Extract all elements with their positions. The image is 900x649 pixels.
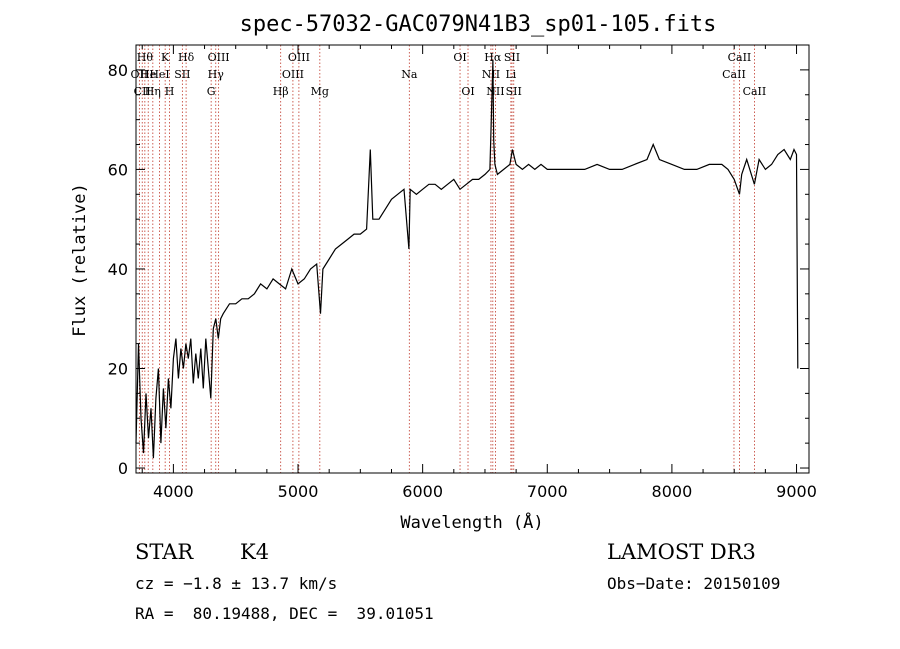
- marker-label-10: G: [207, 85, 216, 98]
- redshift-text: cz = −1.8 ± 13.7 km/s: [135, 574, 338, 593]
- marker-label-16: Mg: [311, 85, 329, 98]
- marker-label-17: Na: [401, 68, 418, 81]
- marker-label-5: HeI: [149, 68, 169, 81]
- axis-ticks: 4000 5000 6000 7000 8000 9000 0 20 40 60 80: [108, 45, 817, 501]
- plot-frame: [135, 44, 810, 474]
- x-tick-label-5: 9000: [776, 482, 817, 501]
- chart-title: spec-57032-GAC079N41B3_sp01-105.fits: [240, 12, 717, 37]
- line-marker-labels: OIICIIHθHeHηHeIKHSIIHδGHγOIIIHβOIIIOIIIM…: [131, 51, 767, 98]
- object-subclass: K4: [240, 540, 270, 564]
- marker-label-11: Hγ: [208, 68, 225, 81]
- marker-label-27: CaII: [728, 51, 752, 64]
- marker-label-4: Hη: [145, 85, 161, 98]
- marker-label-28: CaII: [743, 85, 767, 98]
- marker-label-22: NII: [486, 85, 504, 98]
- x-tick-label-0: 4000: [153, 482, 194, 501]
- marker-label-24: SII: [504, 51, 520, 64]
- marker-label-15: OIII: [288, 51, 310, 64]
- survey-name: LAMOST DR3: [607, 540, 756, 564]
- marker-label-13: Hβ: [273, 85, 289, 98]
- x-tick-label-2: 6000: [402, 482, 443, 501]
- coordinates: RA = 80.19488, DEC = 39.01051: [135, 604, 434, 623]
- x-tick-label-4: 8000: [652, 482, 693, 501]
- y-tick-label-3: 60: [108, 160, 128, 179]
- x-axis-label: Wavelength (Å): [400, 511, 543, 533]
- marker-label-6: K: [161, 51, 170, 64]
- marker-label-18: OI: [453, 51, 466, 64]
- marker-label-3: He: [140, 68, 156, 81]
- marker-label-19: OI: [461, 85, 474, 98]
- obs-date: Obs−Date: 20150109: [607, 574, 781, 593]
- y-tick-label-1: 20: [108, 359, 128, 378]
- marker-label-7: H: [165, 85, 175, 98]
- flux-series-line: [135, 59, 799, 459]
- marker-label-12: OIII: [208, 51, 230, 64]
- x-tick-label-1: 5000: [278, 482, 319, 501]
- marker-label-21: Hα: [484, 51, 502, 64]
- line-markers: [138, 45, 755, 473]
- x-tick-label-3: 7000: [527, 482, 568, 501]
- marker-label-2: Hθ: [137, 51, 154, 64]
- marker-label-23: Li: [505, 68, 516, 81]
- marker-label-14: OIII: [282, 68, 304, 81]
- marker-label-26: CaII: [722, 68, 746, 81]
- y-tick-label-2: 40: [108, 260, 128, 279]
- marker-label-20: NII: [482, 68, 500, 81]
- y-tick-label-4: 80: [108, 61, 128, 80]
- marker-label-8: SII: [174, 68, 190, 81]
- marker-label-25: SII: [506, 85, 522, 98]
- y-tick-label-0: 0: [118, 459, 128, 478]
- marker-label-9: Hδ: [178, 51, 195, 64]
- marker-label-0: OII: [131, 68, 149, 81]
- y-axis-label: Flux (relative): [70, 183, 90, 337]
- object-class: STAR: [135, 540, 194, 564]
